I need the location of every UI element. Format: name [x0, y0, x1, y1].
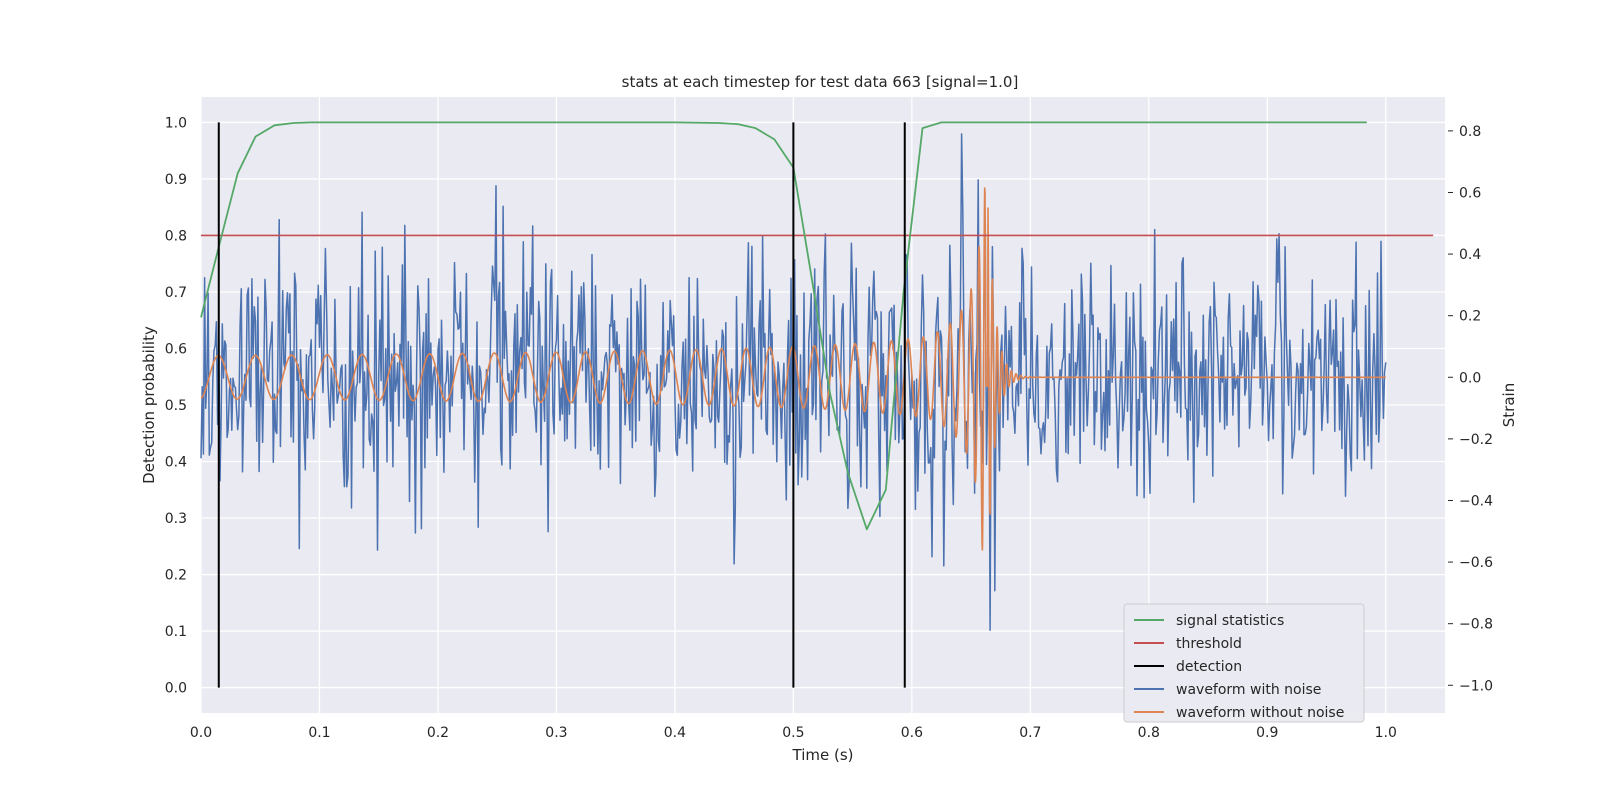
- left-tick-label: 0.3: [165, 511, 187, 527]
- series-layer: [200, 121, 1434, 688]
- legend-label: signal statistics: [1176, 613, 1284, 629]
- x-tick-label: 0.6: [901, 725, 923, 741]
- right-tick-label: 0.8: [1459, 124, 1481, 140]
- left-tick-label: 0.4: [165, 455, 187, 471]
- legend-label: waveform without noise: [1176, 705, 1344, 721]
- right-tick-label: 0.4: [1459, 247, 1481, 263]
- x-tick-label: 0.9: [1256, 725, 1278, 741]
- legend-label: waveform with noise: [1176, 682, 1321, 698]
- right-tick-label: 0.0: [1459, 370, 1481, 386]
- left-tick-label: 0.2: [165, 568, 187, 584]
- left-axis-ticks: 0.0 0.1 0.2 0.3 0.4 0.5 0.6 0.7 0.8 0.9 1.0: [165, 115, 187, 696]
- x-axis-label: Time (s): [792, 746, 854, 764]
- chart-title: stats at each timestep for test data 663…: [622, 73, 1019, 91]
- right-tick-label: −0.6: [1459, 555, 1493, 571]
- x-tick-label: 1.0: [1375, 725, 1397, 741]
- x-axis-ticks: 0.0 0.1 0.2 0.3 0.4 0.5 0.6 0.7 0.8 0.9 1.0: [190, 725, 1397, 741]
- left-tick-label: 0.9: [165, 172, 187, 188]
- x-tick-label: 0.8: [1138, 725, 1160, 741]
- right-tick-label: −0.8: [1459, 617, 1493, 633]
- legend-label: detection: [1176, 659, 1242, 675]
- x-tick-label: 0.4: [664, 725, 686, 741]
- right-axis-label: Strain: [1500, 383, 1518, 427]
- left-axis-label: Detection probability: [140, 326, 158, 484]
- legend-box: [1123, 603, 1365, 723]
- left-tick-label: 0.8: [165, 228, 187, 244]
- x-tick-label: 0.3: [545, 725, 567, 741]
- right-axis-ticks: −1.0 −0.8 −0.6 −0.4 −0.2 0.0 0.2 0.4 0.6 0.8: [1448, 124, 1493, 694]
- right-tick-label: 0.6: [1459, 185, 1481, 201]
- left-tick-label: 0.7: [165, 285, 187, 301]
- right-tick-label: −1.0: [1459, 678, 1493, 694]
- x-tick-label: 0.2: [427, 725, 449, 741]
- left-tick-label: 0.0: [165, 681, 187, 697]
- legend-label: threshold: [1176, 636, 1242, 652]
- right-tick-label: −0.4: [1459, 493, 1493, 509]
- left-tick-label: 0.6: [165, 341, 187, 357]
- right-tick-label: −0.2: [1459, 432, 1493, 448]
- x-tick-label: 0.1: [308, 725, 330, 741]
- x-tick-label: 0.5: [782, 725, 804, 741]
- legend: signal statistics threshold detection wavef…: [1123, 603, 1365, 723]
- series-signal-statistics: [200, 121, 1367, 531]
- x-tick-label: 0.7: [1019, 725, 1041, 741]
- right-tick-label: 0.2: [1459, 309, 1481, 325]
- left-tick-label: 0.1: [165, 624, 187, 640]
- x-tick-label: 0.0: [190, 725, 212, 741]
- left-tick-label: 1.0: [165, 115, 187, 131]
- left-tick-label: 0.5: [165, 398, 187, 414]
